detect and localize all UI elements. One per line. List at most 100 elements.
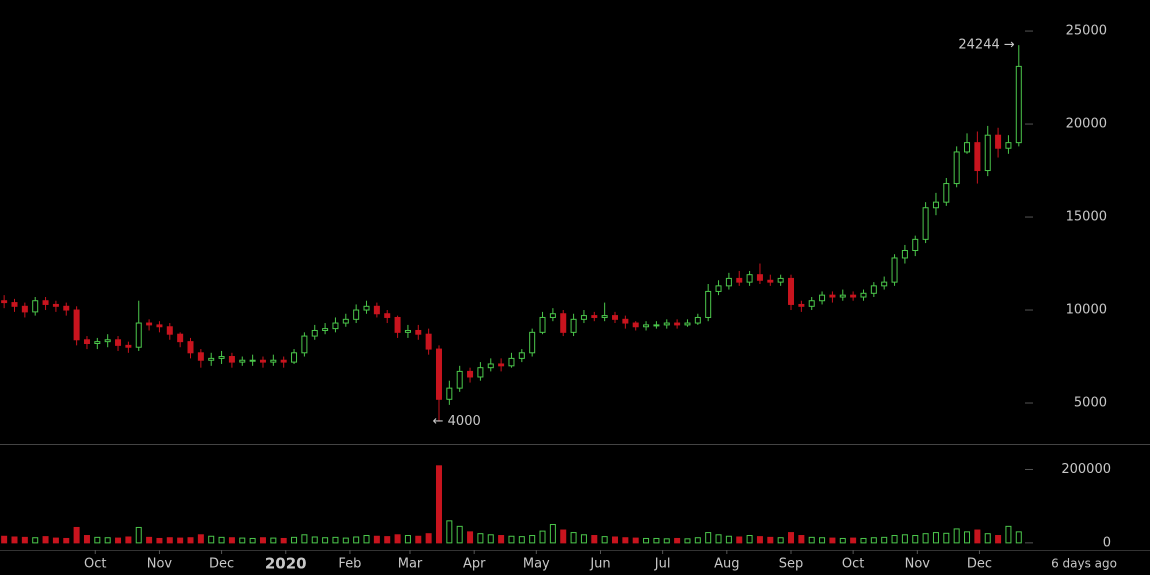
candle-body (694, 316, 701, 324)
volume-bar (332, 536, 339, 544)
volume-bar (694, 537, 701, 544)
candle-body (591, 315, 598, 318)
volume-bar (684, 538, 691, 544)
candle-body (767, 279, 774, 283)
x-tick-label: Mar (398, 557, 423, 572)
volume-bar (21, 536, 28, 544)
candle-body (653, 324, 660, 327)
candle-body (218, 356, 225, 359)
candle-body (715, 285, 722, 292)
volume-bar (239, 537, 246, 544)
candle-body (394, 316, 401, 333)
volume-bar (819, 537, 826, 544)
volume-bar (228, 537, 235, 544)
candle-body (311, 329, 318, 337)
volume-bar (922, 533, 929, 544)
candle-body (643, 324, 650, 328)
volume-bar (736, 536, 743, 544)
candle-body (684, 322, 691, 326)
annotation: ← 4000 (433, 414, 481, 429)
volume-bar (881, 536, 888, 544)
candle-body (353, 309, 360, 320)
candle-body (932, 201, 939, 209)
volume-bar (477, 533, 484, 544)
volume-bar (166, 537, 173, 544)
candle-body (891, 257, 898, 283)
candle-body (42, 300, 49, 305)
volume-bar (974, 529, 981, 544)
volume-tick-label: 200000 (1061, 462, 1111, 477)
x-tick-label: May (523, 557, 550, 572)
candle-body (622, 318, 629, 324)
candle-body (518, 352, 525, 359)
volume-bar (384, 536, 391, 544)
volume-bar (777, 537, 784, 544)
volume-bar (435, 465, 442, 544)
volume-bar (146, 536, 153, 544)
candle-body (73, 309, 80, 341)
volume-bar (94, 536, 101, 544)
volume-bar (674, 537, 681, 544)
x-end-label: 6 days ago (1051, 557, 1117, 571)
candle-body (705, 290, 712, 318)
candle-body (580, 315, 587, 320)
volume-bar (270, 537, 277, 544)
candle-body (974, 142, 981, 172)
volume-bar (415, 535, 422, 544)
volume-bar (83, 535, 90, 544)
volume-bar (498, 535, 505, 544)
volume-bar (259, 537, 266, 544)
volume-bar (322, 537, 329, 544)
volume-bar (301, 534, 308, 544)
candle-body (1, 300, 8, 304)
volume-bar (425, 533, 432, 544)
candle-body (166, 326, 173, 335)
candle-body (570, 318, 577, 333)
x-tick-label: Aug (714, 557, 739, 572)
volume-bar (984, 533, 991, 544)
volume-bar (632, 537, 639, 544)
volume-bar (870, 537, 877, 544)
volume-bar (135, 526, 142, 544)
volume-bar (580, 534, 587, 544)
candle-body (798, 303, 805, 307)
volume-bar (539, 530, 546, 544)
candle-body (508, 357, 515, 367)
volume-bar (446, 520, 453, 544)
candle-body (135, 322, 142, 348)
volume-bar (125, 536, 132, 544)
y-tick-label: 15000 (1066, 210, 1107, 225)
volume-bar (612, 536, 618, 544)
candle-body (259, 359, 266, 363)
candle-body (83, 339, 90, 345)
x-tick-label: Dec (967, 557, 992, 572)
volume-bar (943, 532, 950, 544)
candle-body (560, 313, 567, 333)
candle-body (487, 363, 494, 369)
candle-body (839, 294, 846, 298)
y-tick-label: 25000 (1066, 24, 1107, 39)
volume-bar (342, 537, 349, 544)
volume-bar (643, 537, 650, 544)
candle-body (539, 316, 546, 333)
x-tick-label: 2020 (265, 555, 307, 573)
volume-bar (622, 537, 629, 544)
volume-bar (63, 537, 70, 544)
x-tick-label: Nov (147, 557, 173, 572)
x-tick-label: Dec (209, 557, 234, 572)
volume-bar (115, 537, 122, 544)
candle-body (63, 305, 70, 311)
candle-body (187, 341, 194, 354)
volume-bar (208, 535, 215, 544)
candle-body (52, 303, 59, 307)
candle-body (384, 313, 391, 318)
x-tick-label: Jul (654, 557, 671, 572)
volume-bar (187, 537, 194, 544)
volume-bar (839, 537, 846, 544)
volume-bar (995, 535, 1002, 544)
volume-bar (280, 537, 287, 544)
candle-body (280, 359, 287, 363)
candle-body (529, 331, 536, 354)
volume-bar (591, 535, 598, 544)
x-tick-label: Feb (338, 557, 361, 572)
